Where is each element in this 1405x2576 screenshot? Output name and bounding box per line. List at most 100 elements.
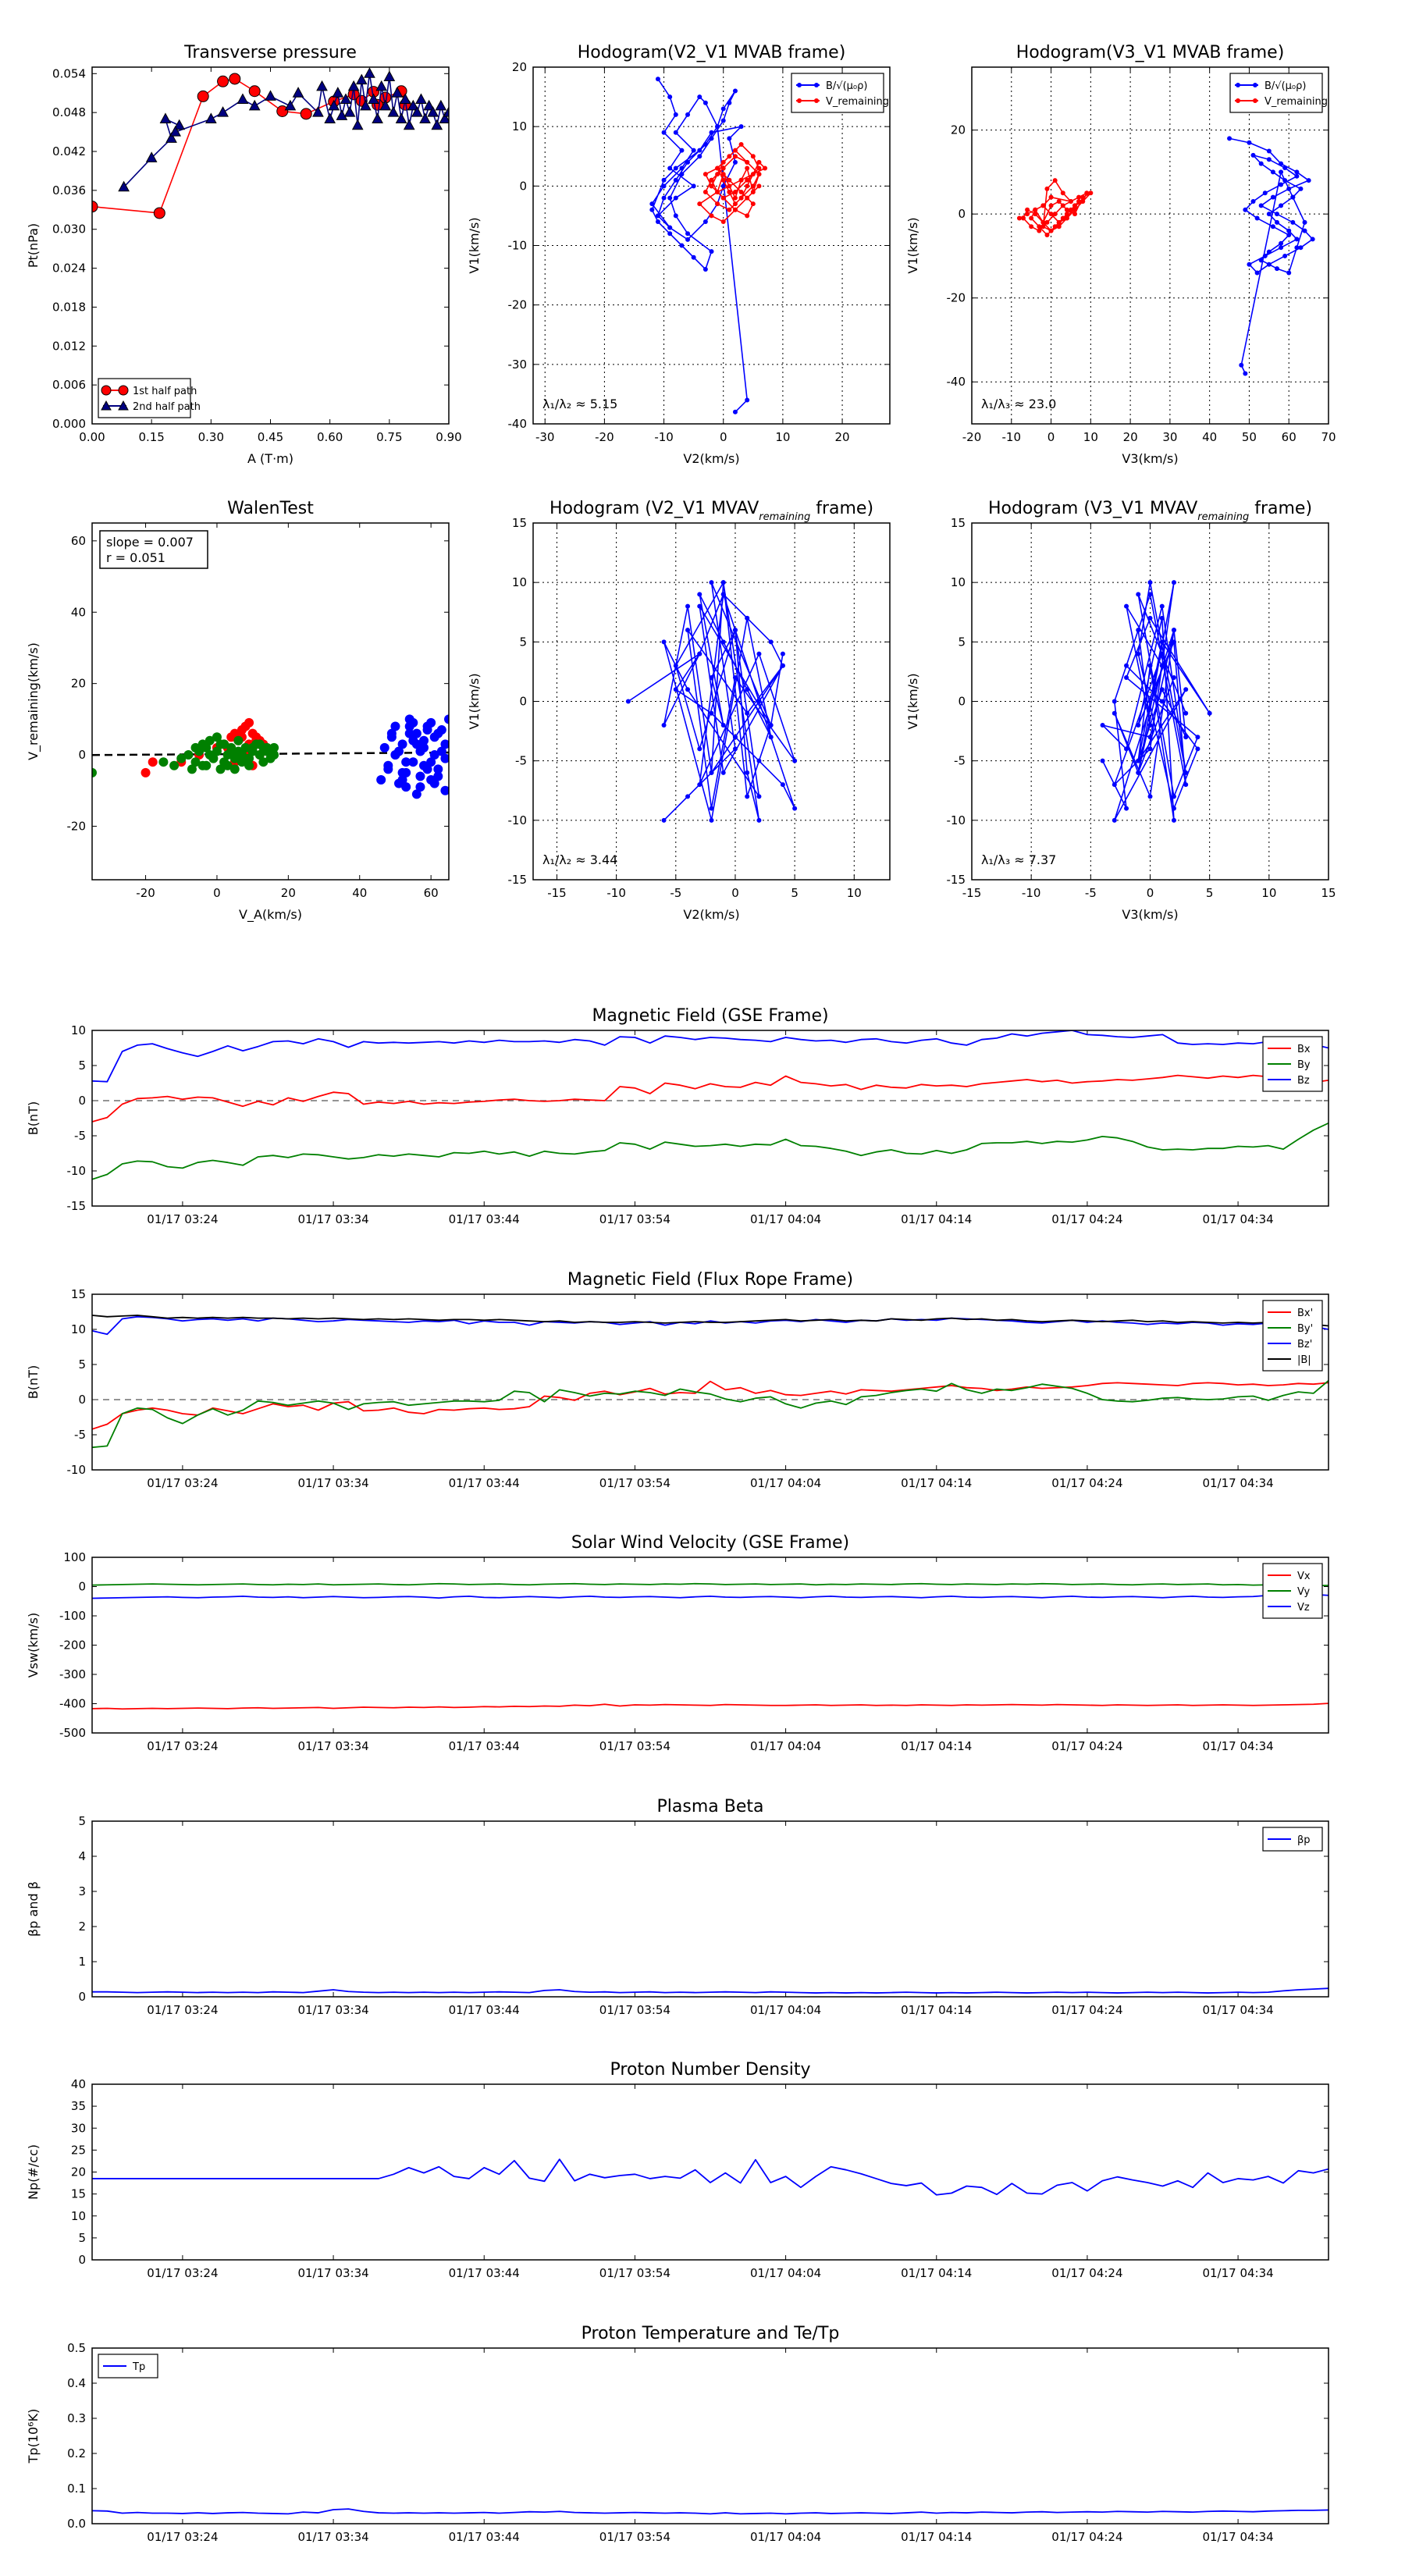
data-point <box>292 87 304 98</box>
data-point <box>1258 161 1264 166</box>
data-point <box>745 159 750 165</box>
tick-label-x: 01/17 03:44 <box>449 2530 520 2544</box>
tick-label-x: 01/17 04:04 <box>750 1739 821 1753</box>
data-point <box>422 721 432 731</box>
tick-label-y: -40 <box>947 375 966 389</box>
data-point <box>169 760 180 770</box>
chart-hodogram-v2v1-mvav: Hodogram (V2_V1 MVAVremaining frame) -15 -… <box>467 499 891 922</box>
data-point <box>1266 148 1272 154</box>
data-point <box>756 159 762 165</box>
data-point <box>215 764 226 774</box>
data-point <box>269 742 279 753</box>
data-point <box>254 750 265 760</box>
series-vx <box>92 1703 1329 1710</box>
data-point <box>780 782 785 788</box>
data-point <box>1266 157 1272 162</box>
data-point <box>661 817 667 823</box>
tick-label-x: 0 <box>1048 430 1055 444</box>
legend: B/√(μ₀ρ) V_remaining <box>1229 73 1328 113</box>
data-point <box>1021 215 1026 221</box>
data-point <box>673 195 678 201</box>
tick-label-x: 01/17 04:04 <box>750 1212 821 1226</box>
data-point <box>183 750 194 760</box>
tick-label-x: 01/17 04:34 <box>1202 1476 1273 1490</box>
data-point <box>667 225 673 230</box>
data-point <box>244 760 254 770</box>
data-point <box>229 764 240 774</box>
data-point <box>219 739 229 749</box>
data-point <box>159 112 172 123</box>
data-point <box>372 112 383 123</box>
tick-label-x: 01/17 03:44 <box>449 1739 520 1753</box>
tick-label-x: 01/17 04:24 <box>1051 2530 1122 2544</box>
tick-label-y: 15 <box>512 516 527 530</box>
data-point <box>745 213 750 219</box>
data-point <box>397 739 407 749</box>
chart-title: Solar Wind Velocity (GSE Frame) <box>571 1533 849 1553</box>
data-point <box>1247 262 1252 267</box>
tick-label-x: 01/17 04:04 <box>750 1476 821 1490</box>
data-point <box>300 108 312 120</box>
data-point <box>1112 782 1117 788</box>
tick-label-x: 01/17 03:54 <box>599 2003 670 2017</box>
tick-label-y: 40 <box>71 2077 86 2091</box>
tick-label-y: 5 <box>519 635 527 649</box>
plot-area <box>92 1315 1329 1449</box>
tick-label-y: 0 <box>958 207 966 221</box>
data-point <box>1112 699 1117 704</box>
data-point <box>1282 165 1288 171</box>
data-point <box>655 219 660 225</box>
series-line <box>92 1592 1329 1599</box>
data-point <box>1052 212 1058 217</box>
data-point <box>222 760 233 770</box>
data-point <box>727 207 732 212</box>
tick-label-y: 0 <box>519 695 527 709</box>
tick-label-y: 0.0 <box>67 2517 86 2531</box>
data-point <box>702 189 708 194</box>
series-line <box>92 1315 1329 1336</box>
series-line <box>92 1380 1329 1430</box>
data-point <box>248 99 261 111</box>
data-point <box>237 757 247 767</box>
chart-title: Proton Temperature and Te/Tp <box>582 2324 840 2343</box>
data-point <box>153 207 165 219</box>
data-point <box>1302 219 1307 225</box>
data-point <box>1147 592 1153 597</box>
data-point <box>1258 258 1264 263</box>
plot-area <box>625 580 798 823</box>
data-point <box>685 159 691 165</box>
axis-label-y: βp and β <box>26 1881 41 1937</box>
tick-label-x: -10 <box>1022 886 1041 900</box>
data-point <box>419 735 429 745</box>
data-point <box>226 746 237 756</box>
data-point <box>435 99 447 111</box>
data-point <box>1147 746 1153 752</box>
data-point <box>351 119 364 130</box>
data-point <box>148 757 158 767</box>
tick-label-y: 60 <box>71 534 86 548</box>
data-point <box>715 189 720 194</box>
stats-line: slope = 0.007 <box>106 535 194 550</box>
tick-label-x: 01/17 03:24 <box>147 1739 218 1753</box>
data-point <box>732 159 738 165</box>
tick-label-y: -20 <box>508 298 528 312</box>
data-point <box>387 106 400 117</box>
data-point <box>745 195 750 201</box>
data-point <box>379 99 392 111</box>
data-point <box>1282 178 1288 183</box>
data-point <box>709 770 714 775</box>
data-point <box>265 90 276 101</box>
legend-label: Bx <box>1297 1044 1311 1055</box>
data-point <box>661 639 667 645</box>
data-point <box>702 100 708 105</box>
legend-label: B/√(μ₀ρ) <box>826 80 867 92</box>
data-point <box>673 165 678 171</box>
series-b- <box>1227 136 1315 376</box>
chart-title-main: Hodogram (V2_V1 MVAV <box>550 499 759 518</box>
data-point <box>1076 194 1082 200</box>
legend: Bx' By' Bz' |B| <box>1262 1300 1323 1372</box>
tick-label-y: 40 <box>71 605 86 619</box>
tick-label-y: 25 <box>71 2143 86 2157</box>
data-point <box>1037 228 1042 233</box>
data-point <box>1274 266 1279 272</box>
